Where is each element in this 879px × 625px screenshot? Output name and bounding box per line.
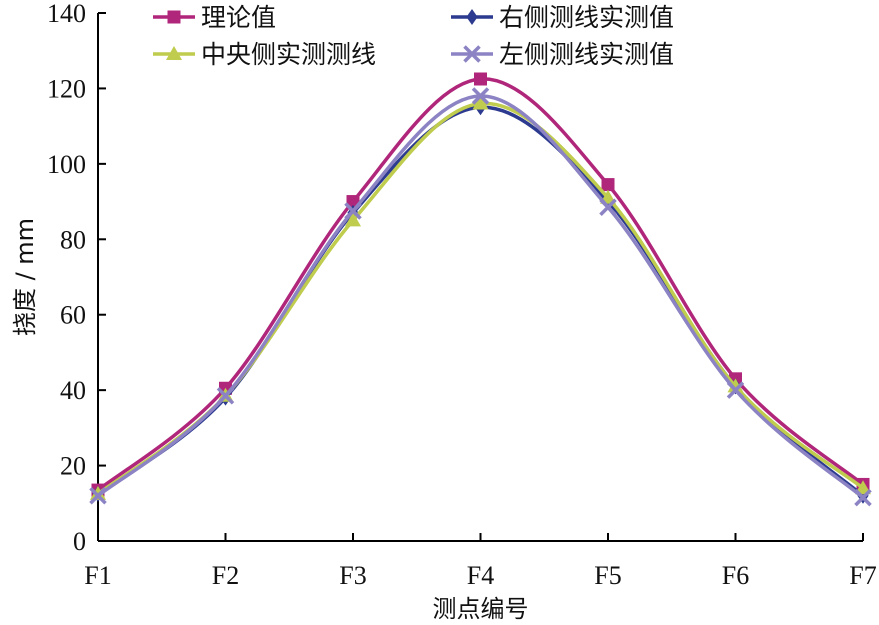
data-point-stroke (599, 198, 617, 216)
data-point-stroke (344, 202, 362, 220)
y-tick-label: 60 (60, 301, 86, 330)
data-point (727, 378, 744, 393)
data-point (345, 212, 361, 227)
y-tick-label: 20 (60, 452, 86, 481)
legend-marker (463, 45, 481, 63)
data-point-stroke (854, 488, 872, 507)
legend-item: 右侧测线实测值 (451, 3, 674, 32)
x-ticks: F1 F2 F3 F4 F5 F6 F7 (84, 533, 877, 590)
x-tick-label: F7 (849, 561, 876, 590)
y-ticks: 0 20 40 60 80 100 120 140 (47, 0, 106, 556)
legend-marker (167, 10, 181, 24)
series-line (96, 105, 865, 498)
x-tick-label: F2 (212, 561, 239, 590)
data-point (854, 488, 872, 507)
series-4 (89, 87, 872, 507)
data-point (599, 198, 617, 216)
data-point-stroke (471, 87, 490, 105)
x-tick-label: F3 (339, 561, 366, 590)
axes (97, 13, 863, 542)
series-line (96, 101, 865, 496)
legend-label: 中央侧实测测线 (201, 40, 376, 69)
data-point (471, 87, 490, 105)
data-point-stroke (216, 387, 235, 405)
legend-marker (166, 46, 182, 60)
data-point (601, 178, 615, 192)
y-tick-label: 40 (60, 376, 86, 405)
x-tick-label: F1 (84, 561, 111, 590)
series-line (96, 94, 865, 499)
y-tick-label: 0 (73, 527, 86, 556)
series-line (96, 77, 865, 492)
data-point (855, 480, 871, 495)
data-point (474, 72, 487, 86)
x-tick-label: F4 (467, 561, 494, 590)
data-point (89, 487, 107, 505)
data-point-stroke (89, 487, 107, 505)
data-point (726, 381, 745, 399)
data-point (344, 202, 362, 220)
y-tick-label: 100 (47, 150, 86, 179)
series-2 (92, 99, 869, 504)
y-axis-title: 挠度 / mm (11, 218, 39, 336)
legend-item: 左侧测线实测值 (451, 40, 674, 69)
legend-marker-stroke (463, 45, 481, 63)
y-tick-label: 80 (60, 225, 86, 254)
x-tick-label: F6 (722, 561, 749, 590)
legend-label: 理论值 (201, 3, 276, 32)
data-point (216, 387, 235, 405)
data-point-stroke (726, 381, 745, 399)
series-3 (90, 95, 871, 500)
y-tick-label: 140 (47, 0, 86, 28)
legend-item: 理论值 (153, 3, 276, 32)
series-1 (91, 72, 870, 497)
x-tick-label: F5 (594, 561, 621, 590)
legend-label: 右侧测线实测值 (499, 3, 674, 32)
data-point (472, 95, 489, 110)
legend-marker (466, 9, 478, 25)
series-layer (89, 72, 872, 507)
data-point (90, 485, 106, 500)
legend-label: 左侧测线实测值 (499, 40, 674, 69)
x-axis-title: 测点编号 (433, 595, 529, 623)
y-tick-label: 120 (47, 74, 86, 103)
legend-item: 中央侧实测测线 (153, 40, 376, 69)
